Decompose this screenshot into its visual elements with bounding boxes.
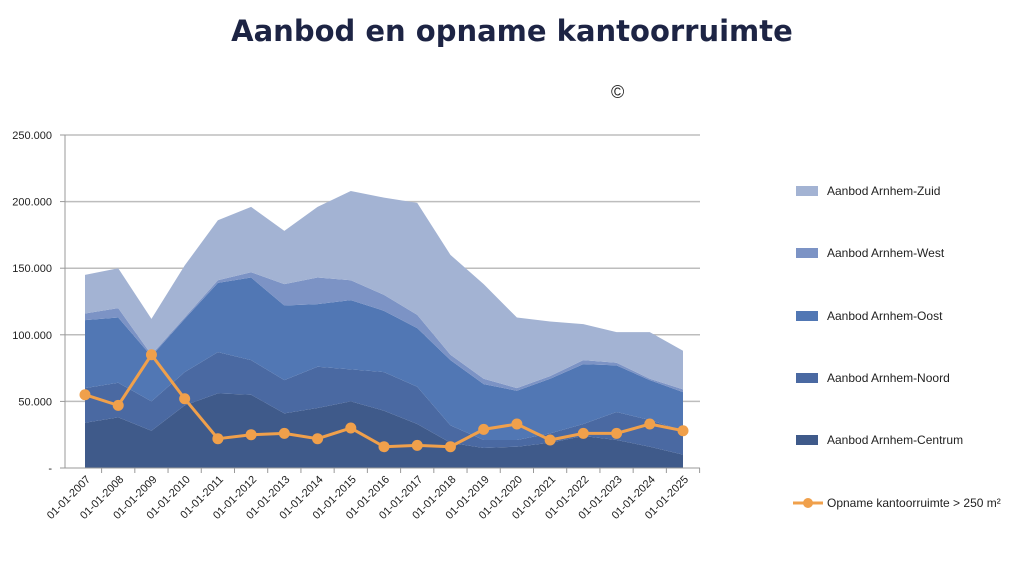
opname-point [411,439,423,451]
opname-point [677,425,689,437]
opname-point [312,433,324,445]
y-tick-label: 250.000 [12,130,52,142]
opname-point [378,441,390,453]
opname-point [278,427,290,439]
opname-point [145,349,157,361]
legend-label: Aanbod Arnhem-Oost [827,309,943,323]
y-tick-label: 50.000 [18,396,52,408]
legend-label: Opname kantoorruimte > 250 m² [827,496,1001,510]
opname-point [245,429,257,441]
area-aanbod-arnhem-oost [85,277,683,441]
opname-point [544,434,556,446]
copyright-symbol: © [611,82,625,102]
area-aanbod-arnhem-noord [85,352,683,455]
opname-point [212,433,224,445]
opname-point [444,441,456,453]
y-tick-label: 200.000 [12,197,52,209]
opname-point [611,427,623,439]
y-tick-label: - [48,463,52,475]
legend-swatch [796,311,818,321]
opname-point [644,418,656,430]
area-aanbod-arnhem-zuid [85,190,683,390]
legend-swatch [796,435,818,445]
legend-swatch [796,248,818,258]
area-aanbod-arnhem-west [85,272,683,393]
opname-point [345,422,357,434]
opname-point [478,423,490,435]
opname-point [577,427,589,439]
legend-swatch [796,186,818,196]
legend-label: Aanbod Arnhem-Zuid [827,184,940,198]
opname-point [79,389,91,401]
legend-label: Aanbod Arnhem-Noord [827,371,950,385]
legend-swatch [796,373,818,383]
opname-point [179,393,191,405]
y-tick-label: 150.000 [12,263,52,275]
y-tick-label: 100.000 [12,330,52,342]
legend-label: Aanbod Arnhem-Centrum [827,433,963,447]
chart-title: Aanbod en opname kantoorruimte [231,14,793,48]
legend-label: Aanbod Arnhem-West [827,246,945,260]
area-aanbod-arnhem-centrum [85,393,683,468]
opname-point [511,418,523,430]
opname-point [112,399,124,411]
legend-marker [803,498,813,508]
